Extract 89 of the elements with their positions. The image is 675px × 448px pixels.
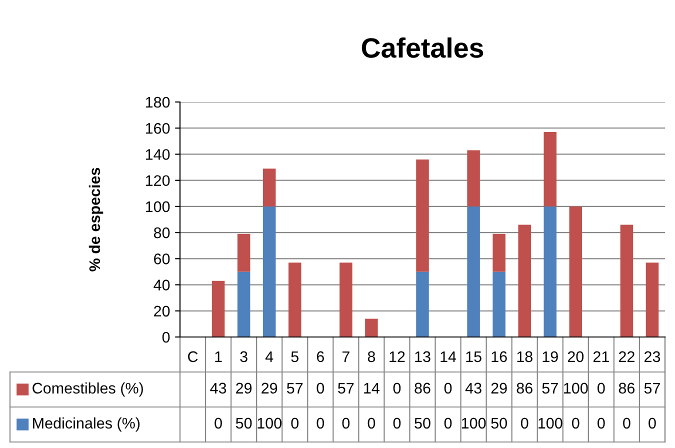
x-tick-label: 23	[644, 351, 660, 362]
bar	[262, 168, 276, 206]
data-label: 29	[491, 382, 507, 394]
x-tick-label: 18	[517, 351, 532, 362]
legend-label: Medicinales (%)	[33, 417, 140, 432]
data-label: 57	[338, 382, 354, 394]
data-label: 29	[262, 382, 278, 394]
x-tick-label: 3	[240, 351, 248, 362]
data-label: 57	[286, 382, 303, 394]
bar	[467, 206, 480, 337]
data-label: 0	[368, 418, 376, 429]
data-label: 100	[462, 418, 486, 429]
bar	[340, 262, 352, 337]
x-tick-label: 14	[440, 351, 456, 362]
bar	[467, 150, 480, 206]
data-label: 50	[491, 418, 507, 429]
bar	[237, 234, 250, 272]
x-tick-label: C	[188, 351, 198, 362]
y-tick-label: 80	[154, 227, 170, 238]
data-label: 50	[414, 418, 430, 429]
y-tick-label: 120	[146, 175, 170, 186]
bar	[569, 206, 582, 337]
data-label: 0	[393, 418, 401, 429]
bar	[518, 224, 531, 337]
y-tick-label: 60	[154, 254, 170, 264]
y-tick-label: 100	[146, 201, 170, 212]
data-label: 0	[444, 382, 452, 394]
bar	[237, 272, 250, 337]
bar	[365, 318, 378, 337]
data-label: 0	[598, 382, 605, 394]
x-tick-label: 19	[542, 351, 558, 362]
data-label: 43	[210, 382, 226, 394]
data-label: 0	[648, 418, 656, 429]
bar	[492, 234, 506, 272]
chart-title: Cafetales	[362, 37, 484, 58]
data-label: 100	[258, 418, 282, 429]
x-tick-label: 1	[215, 351, 222, 362]
x-tick-label: 7	[342, 351, 350, 362]
data-label: 0	[342, 418, 350, 429]
data-label: 0	[444, 418, 452, 429]
data-label: 0	[598, 418, 605, 429]
y-tick-label: 20	[154, 306, 170, 317]
x-tick-label: 13	[415, 351, 430, 362]
x-tick-label: 4	[265, 351, 274, 362]
bar	[288, 262, 302, 337]
y-tick-label: 180	[146, 96, 170, 108]
data-label: 0	[291, 418, 299, 429]
data-label: 86	[516, 382, 532, 394]
x-tick-label: 12	[390, 351, 405, 362]
y-axis-title: % de especies	[88, 168, 104, 272]
legend-label: Comestibles (%)	[32, 382, 143, 397]
bar	[544, 206, 557, 337]
data-label: 86	[414, 382, 430, 394]
bar	[544, 132, 557, 206]
bar	[492, 272, 506, 337]
data-label: 50	[236, 418, 252, 429]
y-tick-label: 40	[154, 280, 170, 290]
data-label: 29	[236, 382, 252, 394]
y-tick-label: 0	[162, 332, 170, 343]
data-label: 14	[364, 382, 380, 394]
data-label: 86	[618, 382, 635, 394]
x-tick-label: 6	[316, 351, 324, 362]
data-label: 100	[564, 382, 588, 394]
data-label: 57	[542, 382, 558, 394]
bar	[646, 262, 659, 337]
y-tick-label: 160	[146, 122, 170, 134]
bar	[262, 206, 276, 337]
data-label: 100	[538, 418, 562, 429]
x-tick-label: 22	[618, 351, 634, 362]
y-tick-label: 140	[146, 149, 170, 160]
data-label: 0	[316, 382, 324, 394]
x-tick-label: 16	[492, 351, 507, 362]
data-label: 57	[644, 382, 660, 394]
data-label: 0	[520, 418, 528, 429]
data-label: 0	[393, 382, 401, 394]
bar	[416, 159, 429, 272]
data-label: 0	[316, 418, 324, 429]
data-label: 0	[214, 418, 222, 429]
x-tick-label: 20	[568, 351, 584, 362]
x-tick-label: 5	[291, 351, 298, 362]
bar	[212, 280, 225, 337]
x-tick-label: 21	[593, 351, 609, 362]
data-label: 43	[465, 382, 482, 394]
bar	[416, 272, 429, 337]
x-tick-label: 8	[368, 351, 376, 362]
bar	[620, 224, 634, 337]
x-tick-label: 15	[466, 351, 482, 362]
data-label: 0	[572, 418, 580, 429]
data-label: 0	[623, 418, 630, 429]
